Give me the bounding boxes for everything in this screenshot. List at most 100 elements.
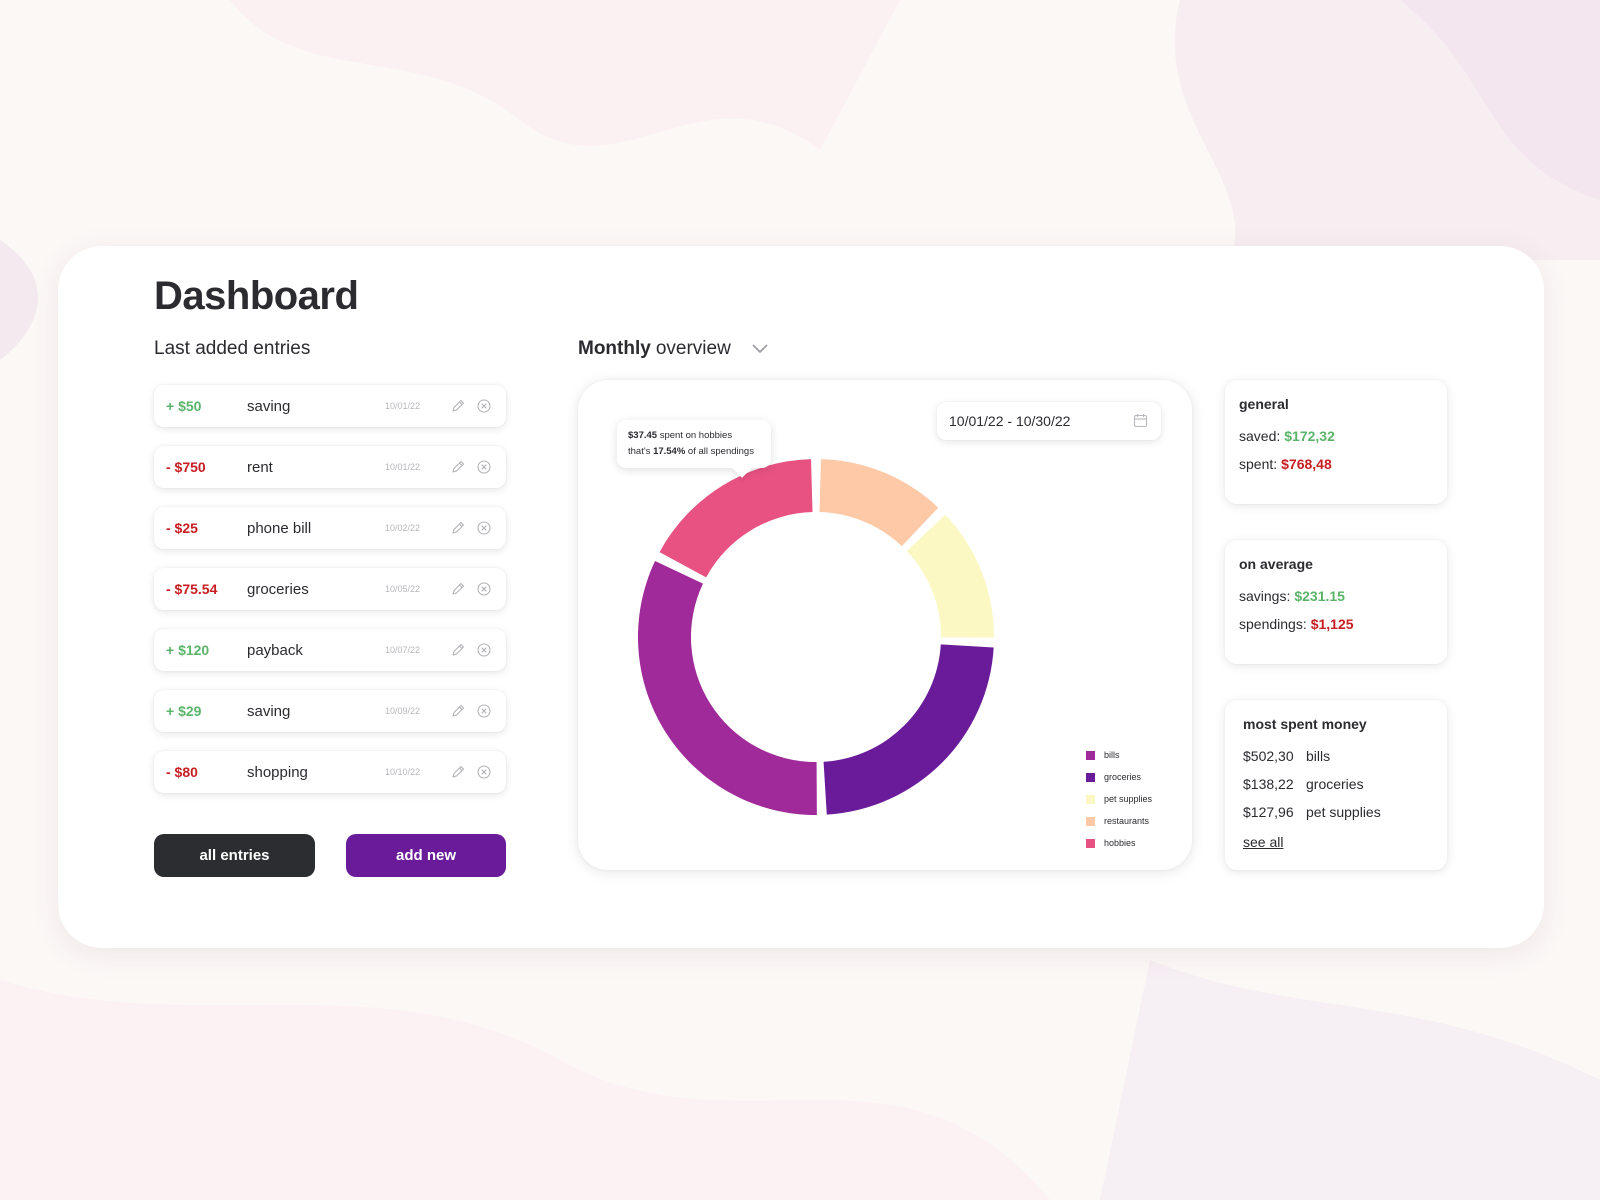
chevron-down-icon	[752, 344, 768, 354]
most-spent-title: most spent money	[1243, 716, 1367, 732]
savings-row: savings: $231.15	[1239, 582, 1433, 610]
see-all-link[interactable]: see all	[1243, 834, 1284, 850]
entry-row[interactable]: - $750 rent 10/01/22	[154, 446, 506, 488]
pencil-icon[interactable]	[450, 703, 466, 719]
entries-section-title: Last added entries	[154, 338, 311, 359]
pencil-icon[interactable]	[450, 398, 466, 414]
spent-label: spent:	[1239, 456, 1278, 472]
donut-slice-restaurants[interactable]	[819, 459, 939, 547]
entry-date: 10/09/22	[385, 706, 421, 716]
entries-list: + $50 saving 10/01/22- $750 rent 10/01/22- $…	[154, 385, 506, 812]
legend-swatch	[1086, 772, 1095, 782]
entry-date: 10/05/22	[385, 584, 421, 594]
most-spent-amount: $502,30	[1243, 748, 1294, 764]
entry-label: shopping	[247, 763, 308, 781]
tooltip-text-1: spent on hobbies	[657, 430, 733, 441]
donut-slice-pet-supplies[interactable]	[906, 514, 994, 638]
legend-item: hobbies	[1086, 832, 1152, 854]
delete-icon[interactable]	[476, 398, 492, 414]
entry-label: saving	[247, 702, 291, 720]
date-range-picker[interactable]: 10/01/22 - 10/30/22	[937, 402, 1161, 440]
savings-value: $231.15	[1294, 588, 1345, 604]
savings-label: savings:	[1239, 588, 1291, 604]
entry-row[interactable]: - $25 phone bill 10/02/22	[154, 507, 506, 549]
entry-label: payback	[247, 641, 303, 659]
average-stats-card: on average savings: $231.15 spendings: $…	[1225, 540, 1447, 664]
entry-amount: - $25	[166, 520, 198, 536]
dashboard-card: Dashboard Last added entries + $50 saving…	[58, 246, 1544, 948]
entry-label: saving	[247, 397, 291, 415]
saved-row: saved: $172,32	[1239, 422, 1433, 450]
entry-amount: + $29	[166, 703, 202, 719]
legend-label: groceries	[1104, 772, 1142, 782]
delete-icon[interactable]	[476, 642, 492, 658]
legend-swatch	[1086, 750, 1095, 760]
overview-title-rest: overview	[655, 338, 731, 359]
overview-dropdown[interactable]: Monthly overview	[578, 338, 769, 360]
delete-icon[interactable]	[476, 764, 492, 780]
legend-item: restaurants	[1086, 810, 1152, 832]
entry-amount: + $50	[166, 398, 202, 414]
pencil-icon[interactable]	[450, 764, 466, 780]
most-spent-item: $138,22 groceries	[1243, 770, 1433, 798]
spendings-label: spendings:	[1239, 616, 1307, 632]
legend-label: bills	[1104, 750, 1120, 760]
general-title: general	[1239, 396, 1289, 412]
entry-date: 10/07/22	[385, 645, 421, 655]
legend-label: restaurants	[1104, 816, 1150, 826]
entry-amount: + $120	[166, 642, 210, 658]
delete-icon[interactable]	[476, 520, 492, 536]
add-new-button[interactable]: add new	[346, 834, 506, 877]
average-title: on average	[1239, 556, 1313, 572]
entry-amount: - $75.54	[166, 581, 218, 597]
entry-date: 10/02/22	[385, 523, 421, 533]
entry-label: phone bill	[247, 519, 312, 537]
entry-row[interactable]: + $120 payback 10/07/22	[154, 629, 506, 671]
entry-amount: - $80	[166, 764, 198, 780]
entry-row[interactable]: + $29 saving 10/09/22	[154, 690, 506, 732]
entry-amount: - $750	[166, 459, 206, 475]
all-entries-button[interactable]: all entries	[154, 834, 315, 877]
entry-row[interactable]: + $50 saving 10/01/22	[154, 385, 506, 427]
delete-icon[interactable]	[476, 459, 492, 475]
legend-label: pet supplies	[1104, 794, 1153, 804]
most-spent-label: pet supplies	[1306, 804, 1381, 820]
donut-slice-hobbies[interactable]	[659, 459, 813, 578]
donut-slice-groceries[interactable]	[823, 644, 994, 815]
legend-swatch	[1086, 838, 1095, 848]
pencil-icon[interactable]	[450, 520, 466, 536]
chart-tooltip: $37.45 spent on hobbies that's 17.54% of…	[617, 420, 771, 468]
most-spent-item: $502,30 bills	[1243, 742, 1433, 770]
entry-date: 10/10/22	[385, 767, 421, 777]
page-title: Dashboard	[154, 274, 359, 318]
spent-value: $768,48	[1281, 456, 1332, 472]
delete-icon[interactable]	[476, 581, 492, 597]
most-spent-item: $127,96 pet supplies	[1243, 798, 1433, 826]
spendings-value: $1,125	[1310, 616, 1354, 632]
entry-date: 10/01/22	[385, 462, 421, 472]
most-spent-card: most spent money $502,30 bills $138,22 groc…	[1225, 700, 1447, 870]
pencil-icon[interactable]	[450, 581, 466, 597]
tooltip-text-3: of all spendings	[685, 446, 754, 457]
legend-item: pet supplies	[1086, 788, 1152, 810]
spendings-row: spendings: $1,125	[1239, 610, 1433, 638]
overview-title-bold: Monthly	[578, 338, 651, 359]
spent-row: spent: $768,48	[1239, 450, 1433, 478]
tooltip-amount: $37.45	[628, 430, 658, 441]
date-range-text: 10/01/22 - 10/30/22	[949, 413, 1071, 429]
most-spent-label: bills	[1306, 748, 1331, 764]
entry-row[interactable]: - $80 shopping 10/10/22	[154, 751, 506, 793]
most-spent-amount: $127,96	[1243, 804, 1294, 820]
tooltip-percent: 17.54%	[653, 446, 686, 457]
pencil-icon[interactable]	[450, 459, 466, 475]
entry-row[interactable]: - $75.54 groceries 10/05/22	[154, 568, 506, 610]
legend-label: hobbies	[1104, 838, 1136, 848]
tooltip-text-2: that's	[628, 446, 654, 457]
legend-swatch	[1086, 816, 1095, 826]
most-spent-amount: $138,22	[1243, 776, 1294, 792]
entry-label: rent	[247, 458, 273, 476]
donut-slice-bills[interactable]	[637, 560, 817, 815]
delete-icon[interactable]	[476, 703, 492, 719]
saved-value: $172,32	[1284, 428, 1335, 444]
pencil-icon[interactable]	[450, 642, 466, 658]
